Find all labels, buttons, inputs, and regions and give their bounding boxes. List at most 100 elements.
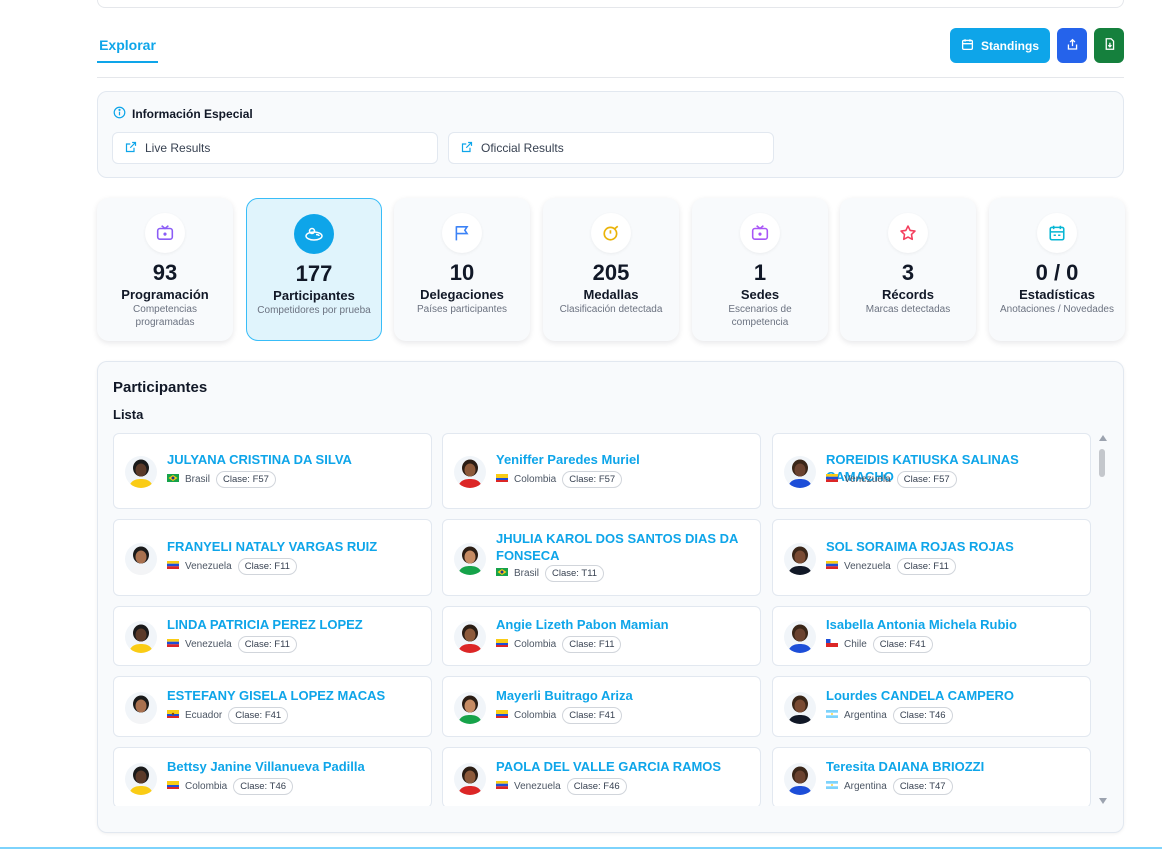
participant-country: Colombia [185, 781, 228, 792]
info-icon [113, 106, 126, 122]
official-results-label: Oficcial Results [481, 141, 564, 155]
calendar-icon [961, 38, 974, 54]
participant-name[interactable]: Yeniffer Paredes Muriel [496, 452, 640, 467]
participant-card[interactable]: ROREIDIS KATIUSKA SALINAS CAMACHO Venezue… [772, 433, 1091, 509]
share-button[interactable] [1057, 28, 1087, 63]
special-info-title: Información Especial [132, 107, 253, 121]
participant-meta: Chile Clase: F41 [826, 636, 933, 653]
scroll-up-arrow[interactable] [1099, 435, 1107, 441]
bottom-divider [0, 847, 1162, 849]
stat-description: Clasificación detectada [559, 304, 663, 315]
class-badge: Clase: F46 [566, 778, 627, 795]
participant-meta: Brasil Clase: F57 [167, 471, 276, 488]
participant-card[interactable]: Lourdes CANDELA CAMPERO Argentina Clase: T… [772, 676, 1091, 737]
stat-description: Marcas detectadas [865, 304, 951, 315]
brasil-flag-icon [496, 568, 508, 579]
class-badge: Clase: F57 [896, 471, 957, 488]
participant-name[interactable]: Teresita DAIANA BRIOZZI [826, 759, 985, 774]
participant-name[interactable]: FRANYELI NATALY VARGAS RUIZ [167, 539, 378, 554]
participant-card[interactable]: Mayerli Buitrago Ariza Colombia Clase: F41 [442, 676, 761, 737]
participant-card[interactable]: JULYANA CRISTINA DA SILVA Brasil Clase: F5… [113, 433, 432, 509]
class-badge: Clase: F11 [237, 636, 297, 653]
participant-name[interactable]: PAOLA DEL VALLE GARCIA RAMOS [496, 759, 722, 774]
participant-country: Venezuela [844, 561, 891, 572]
official-results-link[interactable]: Oficcial Results [448, 132, 774, 164]
chile-flag-icon [826, 639, 838, 650]
participant-meta: Venezuela Clase: F11 [826, 558, 956, 575]
standings-label: Standings [980, 38, 1039, 53]
participant-card[interactable]: JHULIA KAROL DOS SANTOS DIAS DA FONSECA B… [442, 519, 761, 596]
stat-label: Delegaciones [420, 287, 504, 302]
stat-records[interactable]: 3 Récords Marcas detectadas [840, 198, 976, 341]
venezuela-flag-icon [496, 781, 508, 792]
scroll-down-arrow[interactable] [1099, 798, 1107, 804]
participant-card[interactable]: Teresita DAIANA BRIOZZI Argentina Clase: T… [772, 747, 1091, 806]
participant-card[interactable]: FRANYELI NATALY VARGAS RUIZ Venezuela Clas… [113, 519, 432, 596]
participant-meta: Venezuela Clase: F11 [167, 558, 297, 575]
participant-name[interactable]: SOL SORAIMA ROJAS ROJAS [826, 539, 1014, 554]
stat-participantes[interactable]: 177 Participantes Competidores por prueb… [246, 198, 382, 341]
live-results-link[interactable]: Live Results [112, 132, 438, 164]
stat-value: 1 [753, 260, 767, 285]
medal-icon [591, 213, 631, 253]
scroll-thumb[interactable] [1099, 449, 1105, 477]
participant-name[interactable]: Bettsy Janine Villanueva Padilla [167, 759, 365, 774]
participant-card[interactable]: SOL SORAIMA ROJAS ROJAS Venezuela Clase: F… [772, 519, 1091, 596]
participant-name[interactable]: JHULIA KAROL DOS SANTOS DIAS DA FONSECA [496, 531, 738, 563]
participant-card[interactable]: LINDA PATRICIA PEREZ LOPEZ Venezuela Clase… [113, 606, 432, 666]
download-icon [1103, 37, 1116, 54]
participant-name[interactable]: ROREIDIS KATIUSKA SALINAS CAMACHO [826, 452, 1019, 484]
participant-meta: Colombia Clase: F57 [496, 471, 623, 488]
participant-meta: Ecuador Clase: F41 [167, 707, 289, 724]
avatar [454, 763, 486, 795]
participant-name[interactable]: LINDA PATRICIA PEREZ LOPEZ [167, 617, 363, 632]
participants-list[interactable]: JULYANA CRISTINA DA SILVA Brasil Clase: F5… [113, 433, 1093, 806]
participant-card[interactable]: Isabella Antonia Michela Rubio Chile Clase… [772, 606, 1091, 666]
participant-meta: Brasil Clase: T11 [496, 565, 605, 582]
participants-title: Participantes [113, 379, 208, 396]
participant-card[interactable]: Yeniffer Paredes Muriel Colombia Clase: F5… [442, 433, 761, 509]
participant-name[interactable]: Mayerli Buitrago Ariza [496, 688, 633, 703]
venezuela-flag-icon [167, 561, 179, 572]
participant-card[interactable]: ESTEFANY GISELA LOPEZ MACAS Ecuador Clase:… [113, 676, 432, 737]
participant-card[interactable]: Bettsy Janine Villanueva Padilla Colombia… [113, 747, 432, 806]
stat-description: Competidores por prueba [257, 305, 371, 316]
participants-subtitle: Lista [113, 407, 144, 422]
stat-programacion[interactable]: 93 Programación Competencias programadas [97, 198, 233, 341]
list-scrollbar[interactable] [1096, 433, 1108, 806]
action-buttons: Standings [950, 28, 1124, 63]
stat-description: Países participantes [416, 304, 508, 315]
participant-card[interactable]: Angie Lizeth Pabon Mamian Colombia Clase: … [442, 606, 761, 666]
participant-name[interactable]: Isabella Antonia Michela Rubio [826, 617, 1017, 632]
stat-value: 10 [449, 260, 475, 285]
participant-country: Brasil [185, 474, 211, 485]
avatar [454, 456, 486, 488]
avatar [125, 543, 157, 575]
participant-name[interactable]: ESTEFANY GISELA LOPEZ MACAS [167, 688, 386, 703]
download-button[interactable] [1094, 28, 1124, 63]
avatar [784, 621, 816, 653]
participant-name[interactable]: Lourdes CANDELA CAMPERO [826, 688, 1015, 703]
stat-sedes[interactable]: 1 Sedes Escenarios de competencia [692, 198, 828, 341]
participant-country: Colombia [514, 639, 557, 650]
participant-meta: Colombia Clase: F11 [496, 636, 622, 653]
class-badge: Clase: F41 [562, 707, 623, 724]
participant-name[interactable]: Angie Lizeth Pabon Mamian [496, 617, 669, 632]
participant-name[interactable]: JULYANA CRISTINA DA SILVA [167, 452, 352, 467]
stat-estadisticas[interactable]: 0 / 0 Estadísticas Anotaciones / Novedad… [989, 198, 1125, 341]
class-badge: Clase: F57 [216, 471, 276, 488]
tab-explorar[interactable]: Explorar [97, 28, 158, 63]
class-badge: Clase: T11 [545, 565, 605, 582]
flag-icon [442, 213, 482, 253]
live-results-label: Live Results [145, 141, 211, 155]
stat-label: Sedes [740, 287, 780, 302]
share-icon [1066, 38, 1079, 54]
stat-medallas[interactable]: 205 Medallas Clasificación detectada [543, 198, 679, 341]
special-info-heading: Información Especial [113, 106, 253, 122]
standings-button[interactable]: Standings [950, 28, 1050, 63]
venezuela-flag-icon [167, 639, 179, 650]
colombia-flag-icon [496, 639, 508, 650]
stat-delegaciones[interactable]: 10 Delegaciones Países participantes [394, 198, 530, 341]
participant-card[interactable]: PAOLA DEL VALLE GARCIA RAMOS Venezuela Cla… [442, 747, 761, 806]
participant-country: Venezuela [514, 781, 561, 792]
